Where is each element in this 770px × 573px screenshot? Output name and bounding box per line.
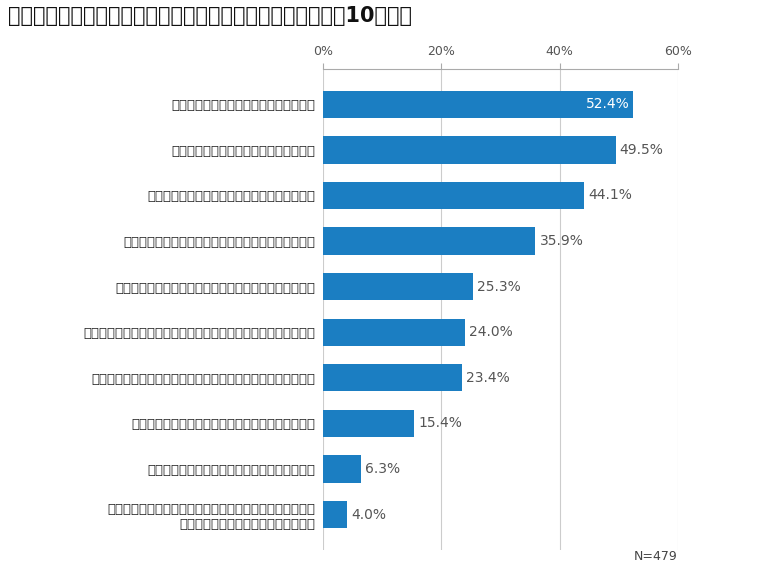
Bar [323,364,461,391]
Bar [323,456,360,482]
Bar [323,273,473,300]
Text: 23.4%: 23.4% [466,371,510,385]
Text: 25.3%: 25.3% [477,280,521,293]
Text: 15.4%: 15.4% [418,417,462,430]
Text: 企業トップのリーダーシップコミュニケーション能力を問う10の設問: 企業トップのリーダーシップコミュニケーション能力を問う10の設問 [8,6,412,26]
Bar [323,227,535,255]
Text: 6.3%: 6.3% [365,462,400,476]
Bar [323,136,616,163]
Text: 52.4%: 52.4% [586,97,630,111]
Bar [323,182,584,209]
Bar [323,91,633,118]
Text: 24.0%: 24.0% [469,325,513,339]
Bar [323,501,347,528]
Bar [323,319,465,346]
Text: N=479: N=479 [634,550,678,563]
Text: 44.1%: 44.1% [588,189,631,202]
Text: 49.5%: 49.5% [620,143,664,157]
Text: 4.0%: 4.0% [351,508,386,521]
Bar [323,410,414,437]
Text: 35.9%: 35.9% [540,234,584,248]
